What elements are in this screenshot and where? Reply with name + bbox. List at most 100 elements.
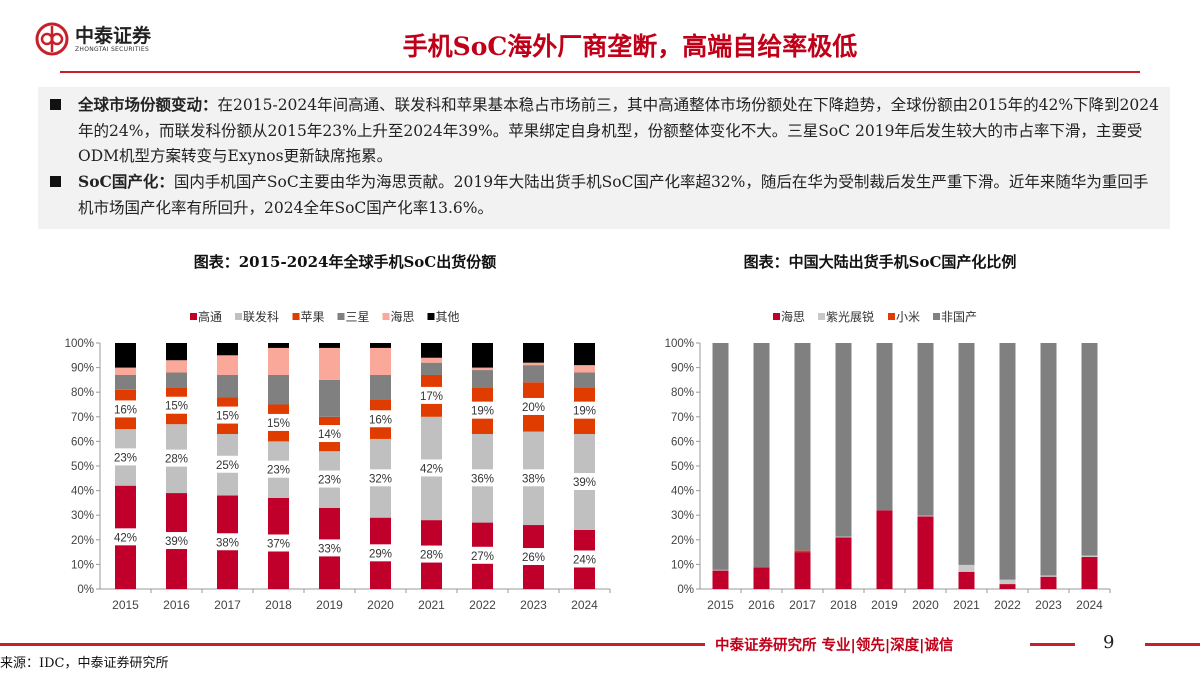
- data-label-bg: [369, 469, 392, 487]
- x-tick-label: 2018: [265, 598, 292, 612]
- logo-mark-icon: [35, 22, 69, 56]
- bar-segment-海思: [794, 552, 811, 589]
- chart-title-global-share: 图表：2015-2024年全球手机SoC出货份额: [193, 253, 497, 271]
- y-tick-label: 60%: [671, 436, 694, 448]
- company-logo: 中泰证券 ZHONGTAI SECURITIES: [35, 22, 151, 56]
- data-label: 27%: [471, 551, 494, 563]
- y-tick-label: 50%: [671, 461, 694, 473]
- x-tick-label: 2019: [871, 598, 898, 612]
- data-label-bg: [114, 400, 137, 418]
- summary-box: [38, 87, 1170, 229]
- legend-label: 三星: [346, 310, 370, 324]
- bar-segment-三星: [523, 365, 544, 383]
- data-label-bg: [216, 455, 239, 473]
- x-tick-label: 2021: [953, 598, 980, 612]
- y-tick-label: 90%: [671, 363, 694, 375]
- data-label-bg: [420, 459, 443, 477]
- legend-label: 小米: [896, 310, 920, 324]
- bullet-square-icon: [50, 99, 61, 110]
- bar-segment-海思: [999, 584, 1016, 589]
- data-label: 16%: [114, 404, 137, 416]
- data-label-bg: [573, 401, 596, 419]
- bar-segment-三星: [115, 374, 136, 390]
- data-label: 15%: [165, 401, 188, 413]
- footer-line-mid: [1030, 643, 1075, 646]
- bar-segment-其他: [115, 343, 136, 368]
- legend-swatch: [773, 313, 780, 320]
- x-tick-label: 2016: [748, 598, 775, 612]
- y-tick-label: 10%: [71, 559, 94, 571]
- data-label: 16%: [369, 414, 392, 426]
- data-label-bg: [522, 469, 545, 487]
- data-label-bg: [369, 410, 392, 428]
- data-label-bg: [267, 413, 290, 431]
- data-label: 23%: [114, 452, 137, 464]
- data-label: 26%: [522, 552, 545, 564]
- bar-segment-其他: [370, 343, 391, 348]
- footer-slogan: 中泰证券研究所 专业|领先|深度|诚信: [715, 638, 954, 654]
- bar-segment-海思: [217, 355, 238, 375]
- y-tick-label: 20%: [671, 535, 694, 547]
- x-tick-label: 2019: [316, 598, 343, 612]
- data-label: 36%: [471, 473, 494, 485]
- data-label: 20%: [522, 402, 545, 414]
- bar-segment-非国产: [1081, 343, 1098, 556]
- summary-bullet-global-share: 全球市场份额变动：在2015-2024年间高通、联发科和苹果基本稳占市场前三，其…: [50, 92, 1163, 170]
- bar-segment-非国产: [1040, 343, 1057, 576]
- bar-segment-其他: [268, 343, 289, 348]
- x-tick-label: 2018: [830, 598, 857, 612]
- data-label-bg: [267, 460, 290, 478]
- bar-segment-三星: [166, 372, 187, 388]
- bullet-square-icon: [50, 176, 61, 187]
- legend-label: 海思: [781, 309, 805, 324]
- data-label: 33%: [318, 543, 341, 555]
- y-tick-label: 60%: [71, 436, 94, 448]
- footer-line-left: [0, 643, 705, 646]
- x-tick-label: 2022: [469, 598, 496, 612]
- bar-segment-紫光展锐: [712, 569, 729, 571]
- x-tick-label: 2015: [112, 598, 139, 612]
- bar-segment-其他: [319, 343, 340, 348]
- data-label-bg: [420, 386, 443, 404]
- bar-segment-其他: [574, 343, 595, 366]
- data-label: 38%: [216, 537, 239, 549]
- data-label-bg: [165, 396, 188, 414]
- data-label-bg: [369, 544, 392, 562]
- data-label: 15%: [216, 411, 239, 423]
- y-tick-label: 70%: [71, 412, 94, 424]
- x-tick-label: 2020: [367, 598, 394, 612]
- source-note: 来源：IDC，中泰证券研究所: [0, 656, 169, 671]
- data-label-bg: [216, 533, 239, 551]
- data-label: 25%: [216, 460, 239, 472]
- bar-segment-紫光展锐: [917, 515, 934, 517]
- bullet-text: 国内手机国产SoC主要由华为海思贡献。2019年大陆出货手机SoC国产化率超32…: [78, 173, 1149, 217]
- y-tick-label: 70%: [671, 412, 694, 424]
- y-tick-label: 50%: [71, 461, 94, 473]
- y-tick-label: 0%: [677, 584, 694, 596]
- data-label-bg: [114, 528, 137, 546]
- bar-segment-三星: [574, 372, 595, 388]
- x-tick-label: 2024: [1076, 598, 1103, 612]
- data-label: 32%: [369, 473, 392, 485]
- data-label: 28%: [165, 454, 188, 466]
- data-label-bg: [420, 545, 443, 563]
- legend-swatch: [888, 313, 895, 320]
- y-tick-label: 80%: [71, 387, 94, 399]
- y-tick-label: 0%: [77, 584, 94, 596]
- chart-localization: 海思 紫光展锐 小米 非国产 0% 10% 20% 30% 40% 50% 60% 70% 80% 90%…: [665, 309, 1111, 612]
- x-tick-label: 2022: [994, 598, 1021, 612]
- x-tick-label: 2023: [520, 598, 547, 612]
- data-label: 39%: [165, 536, 188, 548]
- bar-segment-紫光展锐: [999, 579, 1016, 585]
- data-label: 29%: [369, 548, 392, 560]
- x-tick-label: 2024: [571, 598, 598, 612]
- y-tick-label: 100%: [665, 338, 694, 350]
- bar-segment-海思: [1040, 576, 1057, 589]
- data-label: 23%: [267, 465, 290, 477]
- data-label-bg: [267, 534, 290, 552]
- legend-swatch: [427, 313, 435, 320]
- bar-segment-非国产: [835, 343, 852, 537]
- bar-segment-海思: [421, 357, 442, 363]
- bar-segment-海思: [1081, 557, 1098, 589]
- data-label-bg: [318, 539, 341, 557]
